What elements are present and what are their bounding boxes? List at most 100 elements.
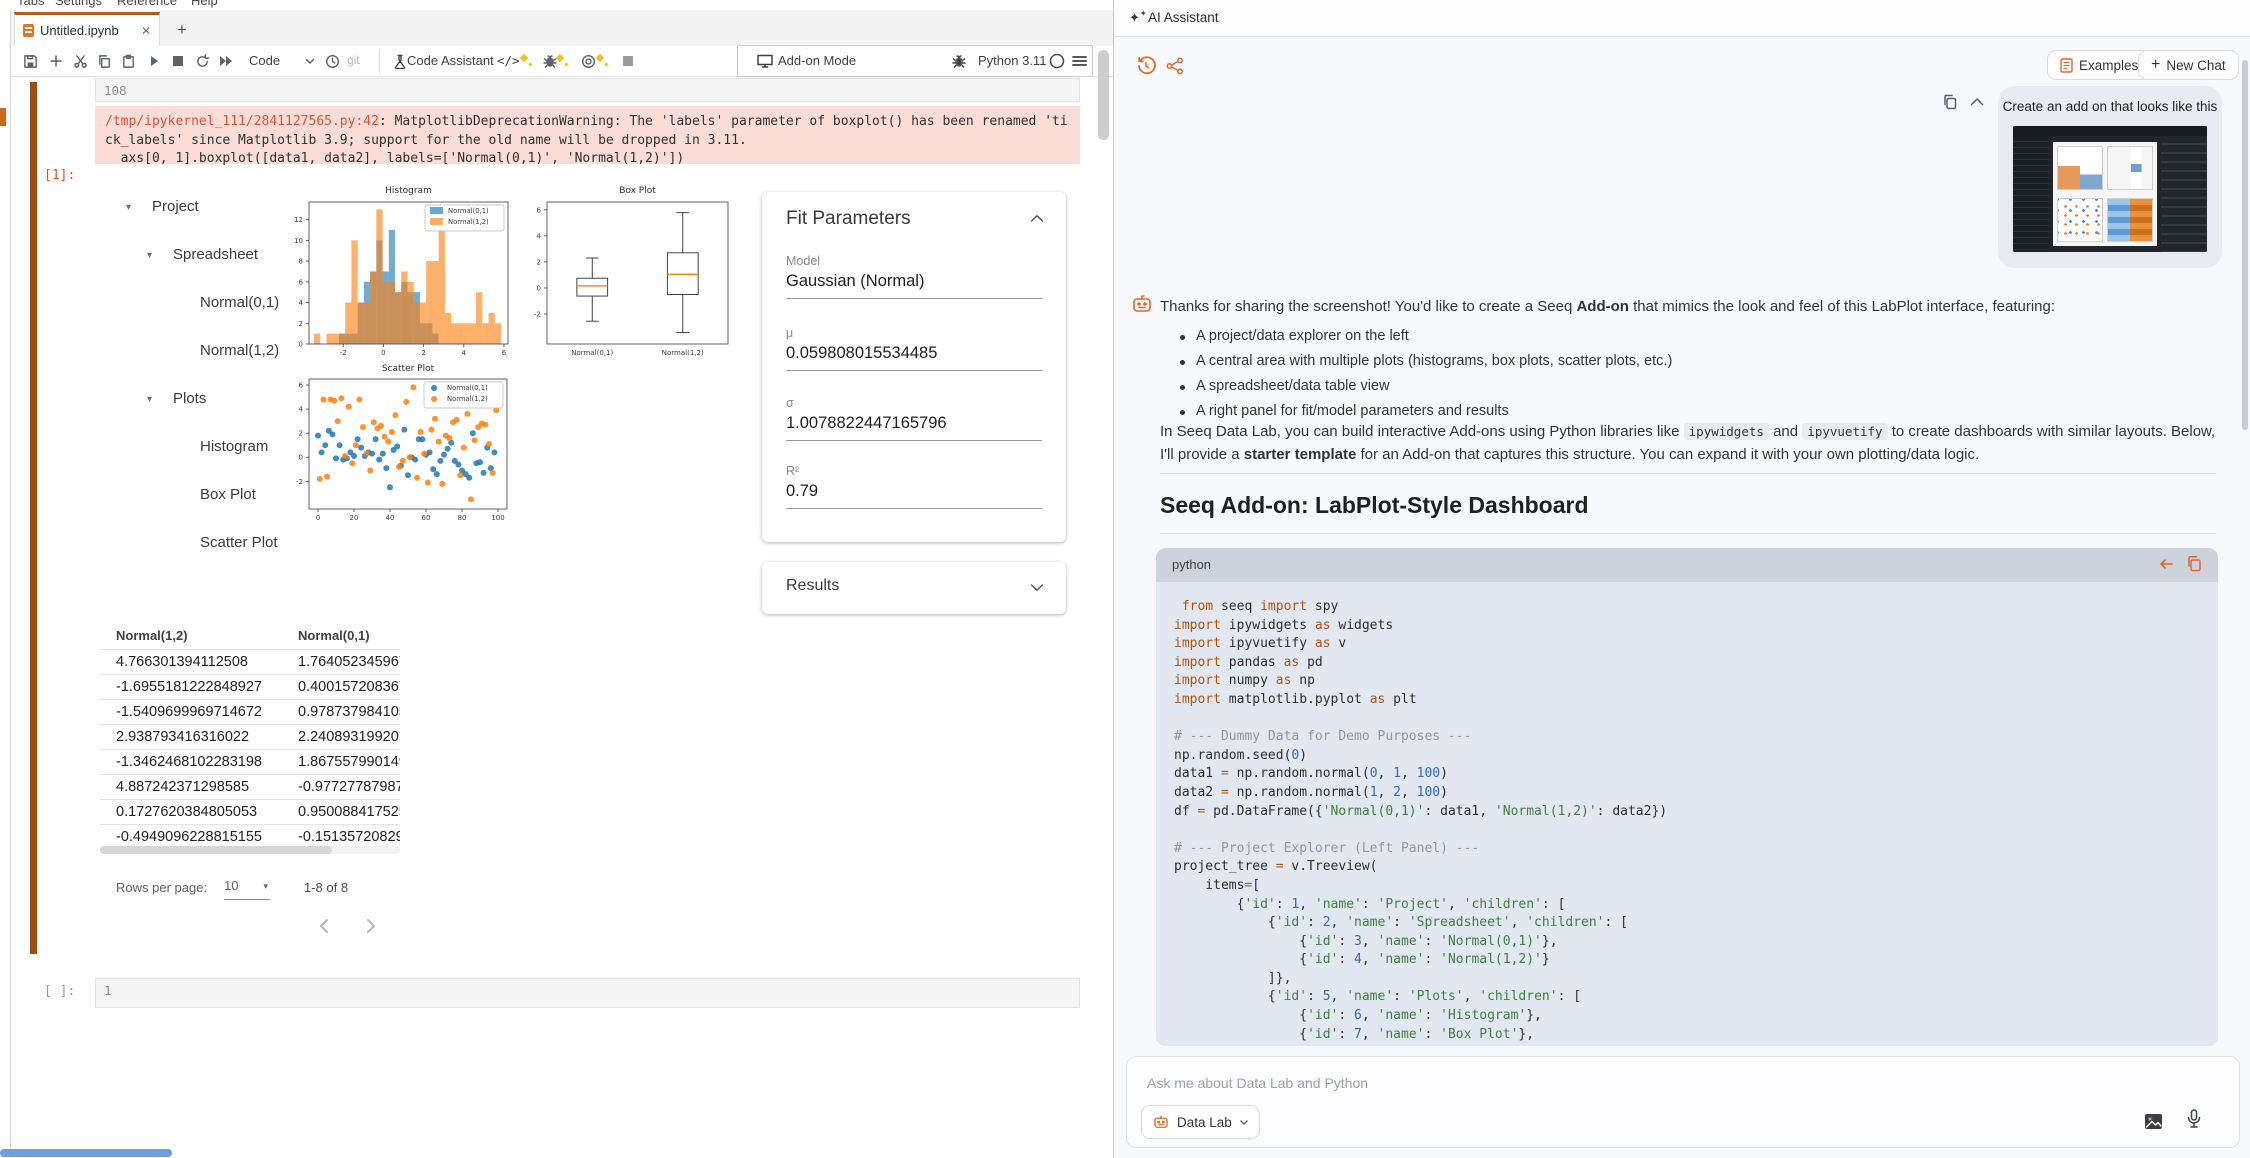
stop-icon[interactable] [167, 50, 189, 72]
next-page-icon[interactable] [366, 918, 390, 942]
column-header[interactable]: Normal(1,2) [116, 628, 188, 643]
svg-text:0: 0 [316, 514, 320, 522]
attachment-thumbnail[interactable] [2013, 126, 2207, 252]
rows-per-page-select[interactable]: 10 ▾ [224, 878, 270, 900]
stop-generation-icon[interactable] [617, 50, 639, 72]
table-cell: 1.76405234596766 [298, 654, 400, 670]
notebook-vscrollbar-thumb[interactable] [1098, 50, 1109, 140]
code-tag-icon[interactable]: </> [497, 53, 520, 68]
tree-caret-icon[interactable]: ▾ [147, 250, 153, 261]
chevron-up-icon[interactable] [1030, 214, 1044, 223]
chevron-down-icon[interactable] [1030, 583, 1044, 592]
debug-bug-icon[interactable] [948, 50, 970, 72]
copy-message-icon[interactable] [1942, 94, 1958, 110]
table-cell: 4.887242371298585 [116, 779, 250, 795]
menu-settings[interactable]: Settings [55, 0, 102, 8]
tree-item-label: Histogram [200, 438, 269, 455]
user-message-bubble: Create an add on that looks like this [1998, 86, 2222, 268]
clock-icon[interactable] [321, 50, 343, 72]
bullet-item: A project/data explorer on the left [1176, 328, 2216, 344]
copy-code-icon[interactable] [2186, 555, 2202, 572]
cell-type-caret-icon[interactable] [299, 50, 321, 72]
active-cell-indicator[interactable] [30, 82, 37, 954]
tab-untitled-ipynb[interactable]: Untitled.ipynb ✕ [14, 12, 160, 46]
menu-reference[interactable]: Reference [117, 0, 177, 8]
insert-code-icon[interactable] [2158, 557, 2174, 571]
svg-text:Normal(0,1): Normal(0,1) [448, 207, 489, 215]
paste-icon[interactable] [117, 50, 139, 72]
thumbnail-titlebar [2013, 126, 2207, 136]
restart-kernel-icon[interactable] [191, 50, 213, 72]
table-cell: -0.151357208297 [298, 829, 400, 845]
history-icon[interactable] [1136, 56, 1156, 76]
model-value[interactable]: Gaussian (Normal) [786, 272, 925, 290]
collapse-message-icon[interactable] [1970, 97, 1984, 106]
save-icon[interactable] [19, 50, 41, 72]
menu-tabs[interactable]: Tabs [17, 0, 45, 8]
bullet-item: A right panel for fit/model parameters a… [1176, 403, 2216, 419]
svg-text:Normal(0,1): Normal(0,1) [447, 384, 488, 392]
box-plot: Box Plot Normal(0,1) Normal(1,2) -2 0 2 4 6 [521, 182, 736, 360]
code-lines: from seeq import spy import ipywidgets a… [1174, 599, 1668, 1046]
examples-label: Examples [2079, 57, 2139, 73]
menu-help[interactable]: Help [191, 0, 218, 8]
share-icon[interactable] [1166, 57, 1184, 75]
field-underline [786, 370, 1042, 371]
model-selector-pill[interactable]: Data Lab [1141, 1105, 1260, 1139]
robot-icon [1154, 1115, 1168, 1128]
image-upload-icon[interactable] [2144, 1113, 2163, 1130]
tree-caret-icon[interactable]: ▾ [126, 202, 132, 213]
hamburger-menu-icon[interactable] [1068, 50, 1090, 72]
new-chat-button[interactable]: + New Chat [2138, 50, 2239, 80]
table-cell: -1.6955181222848927 [116, 679, 262, 695]
kernel-status-icon[interactable] [1046, 50, 1068, 72]
ai-assistant-panel: ✦✦ AI Assistant Examples + New Chat Crea… [1114, 0, 2250, 1158]
run-all-icon[interactable] [215, 50, 237, 72]
tab-close-icon[interactable]: ✕ [140, 23, 151, 38]
empty-cell-editor[interactable]: 1 [95, 978, 1080, 1008]
cut-icon[interactable] [69, 50, 91, 72]
svg-text:Normal(1,2): Normal(1,2) [448, 218, 489, 226]
svg-text:0: 0 [381, 349, 385, 357]
thumbnail-histogram [2057, 146, 2103, 190]
chevron-down-icon [1239, 1119, 1248, 1125]
code-cell-editor[interactable]: 108 [95, 78, 1080, 102]
bug-sparkle-icon[interactable] [539, 50, 561, 72]
microphone-icon[interactable] [2187, 1109, 2201, 1129]
field-underline [786, 440, 1042, 441]
examples-button[interactable]: Examples [2047, 50, 2152, 80]
svg-text:2: 2 [299, 320, 303, 328]
flask-icon [389, 50, 411, 72]
sigma-value[interactable]: 1.0078822447165796 [786, 414, 947, 432]
sidebar-active-marker [0, 108, 6, 126]
kernel-name-label[interactable]: Python 3.11 [978, 53, 1047, 68]
new-tab-button[interactable]: + [177, 20, 187, 39]
svg-text:4: 4 [299, 406, 304, 414]
run-icon[interactable] [143, 50, 165, 72]
results-card[interactable]: Results [762, 562, 1066, 614]
field-underline [786, 298, 1042, 299]
thumbnail-scatter [2057, 198, 2103, 242]
mu-value[interactable]: 0.059808015534485 [786, 344, 938, 362]
table-row: 2.938793416316022 2.2408931992014 [100, 725, 400, 750]
chat-input-card[interactable]: Ask me about Data Lab and Python Data La… [1126, 1056, 2240, 1148]
r2-value[interactable]: 0.79 [786, 482, 819, 500]
chat-vscrollbar-thumb[interactable] [2242, 60, 2248, 430]
add-cell-icon[interactable] [45, 50, 67, 72]
data-table: Normal(1,2) Normal(0,1) 4.766301394112508 1… [100, 622, 400, 850]
addon-mode-label[interactable]: Add-on Mode [778, 53, 857, 68]
notebook-hscrollbar-thumb[interactable] [0, 1149, 172, 1157]
mu-label: μ [786, 326, 794, 340]
code-language-label: python [1172, 557, 1212, 572]
table-hscrollbar-thumb[interactable] [100, 846, 332, 854]
cell-type-select[interactable]: Code [249, 53, 281, 68]
histogram-plot: Histogram -2 0 2 4 6 0 2 4 6 8 10 12 Normal(0,1) Norma… [285, 182, 513, 360]
column-header[interactable]: Normal(0,1) [298, 628, 370, 643]
addon-mode-monitor-icon[interactable] [754, 50, 776, 72]
prev-page-icon[interactable] [318, 918, 342, 942]
copy-icon[interactable] [93, 50, 115, 72]
review-target-icon[interactable] [577, 50, 599, 72]
tree-caret-icon[interactable]: ▾ [147, 394, 153, 405]
table-cell: -1.3462468102283198 [116, 754, 262, 770]
menubar: Tabs Settings Reference Help [0, 0, 1113, 10]
